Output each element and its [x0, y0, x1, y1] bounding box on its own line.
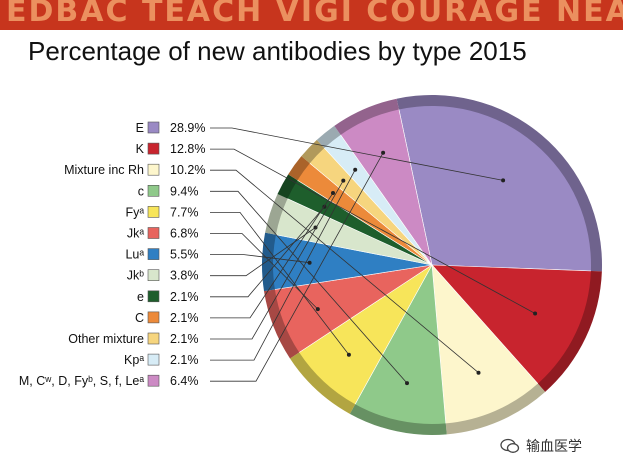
- pie-rim-jk: [264, 289, 300, 359]
- leader-line-jk: [210, 227, 316, 277]
- watermark-text: 输血医学: [526, 439, 582, 455]
- data-label-e: 2.1%: [170, 290, 199, 304]
- data-label-other-mixture: 2.1%: [170, 332, 199, 346]
- leader-dot-k: [533, 311, 538, 316]
- pie-rim-m-c-d-fy-s-f-le: [334, 98, 399, 135]
- leader-dot-lu: [307, 260, 312, 265]
- banner-text: EDBAC TEACH VIGI COURAGE NEA: [6, 0, 623, 29]
- data-label-c: 2.1%: [170, 311, 199, 325]
- legend-swatch-other-mixture: [147, 332, 160, 345]
- legend-swatch-lu: [147, 248, 160, 260]
- leader-lines: [210, 127, 538, 386]
- data-label-k: 12.8%: [170, 142, 205, 156]
- legend-swatch-c: [147, 311, 160, 324]
- leader-dot-e: [501, 178, 506, 183]
- data-label-kp: 2.1%: [170, 353, 199, 367]
- leader-line-other-mixture: [210, 180, 344, 340]
- pie-rim-fy: [290, 352, 356, 414]
- data-label-e: 28.9%: [170, 121, 205, 135]
- leader-line-fy: [210, 211, 350, 356]
- legend-swatch-kp: [147, 353, 160, 366]
- leader-line-e: [210, 206, 325, 298]
- pie-rim-e: [277, 174, 298, 199]
- pie-rim-kp: [316, 125, 341, 149]
- legend-label-e: E: [136, 121, 144, 135]
- legend-label-c: c: [138, 184, 144, 198]
- pie-rim-other-mixture: [301, 139, 325, 164]
- legend-swatch-fy: [147, 206, 160, 218]
- leader-dot-jk: [315, 307, 320, 312]
- legend-swatch-jk: [147, 269, 160, 282]
- leader-line-k: [210, 148, 536, 314]
- pie-rims: [261, 94, 602, 436]
- pie-rim-k: [537, 270, 602, 392]
- data-label-c: 9.4%: [170, 184, 199, 198]
- pie-rim-jk: [265, 194, 288, 235]
- leader-dot-c: [331, 191, 335, 195]
- legend-label-k: K: [136, 142, 145, 156]
- data-label-jk: 6.8%: [170, 227, 199, 241]
- page-title: Percentage of new antibodies by type 201…: [28, 36, 527, 66]
- legend-label-m-c-d-fy-s-f-le: M, Cʷ, D, Fyᵇ, S, f, Leᵃ: [19, 374, 144, 388]
- leader-line-m-c-d-fy-s-f-le: [210, 152, 384, 382]
- legend-label-jk: Jkᵃ: [127, 227, 145, 241]
- leader-line-c: [210, 192, 334, 319]
- legend-swatch-k: [147, 142, 160, 155]
- wechat-icon: [500, 438, 520, 453]
- pie-rim-mixture-inc-rh: [445, 383, 546, 435]
- leader-line-lu: [210, 254, 310, 264]
- leader-line-e: [210, 127, 504, 181]
- leader-dot-kp: [353, 167, 358, 172]
- legend-label-e: e: [137, 290, 144, 304]
- data-label-m-c-d-fy-s-f-le: 6.4%: [170, 374, 199, 388]
- legend-label-lu: Luᵃ: [125, 248, 144, 262]
- leader-dot-m-c-d-fy-s-f-le: [381, 150, 386, 155]
- legend-swatch-e: [147, 121, 160, 134]
- data-label-lu: 5.5%: [170, 248, 199, 262]
- leader-line-c: [210, 190, 408, 384]
- leader-line-jk: [210, 233, 319, 310]
- decorative-banner: EDBAC TEACH VIGI COURAGE NEA: [0, 0, 623, 30]
- legend: E 28.9% K 12.8% Mixture inc Rh 10.2% c 9.4% Fyᵃ 7…: [19, 121, 206, 388]
- leader-dot-mixture-inc-rh: [476, 370, 481, 375]
- data-label-fy: 7.7%: [170, 205, 199, 219]
- legend-label-c: C: [135, 311, 144, 325]
- legend-swatch-mixture-inc-rh: [147, 163, 160, 176]
- legend-swatch-c: [147, 185, 160, 197]
- legend-label-jk: Jkᵇ: [127, 269, 145, 283]
- watermark: 输血医学: [500, 436, 582, 456]
- legend-swatch-e: [147, 290, 160, 303]
- leader-line-mixture-inc-rh: [210, 169, 479, 374]
- legend-label-fy: Fyᵃ: [125, 205, 144, 219]
- legend-swatch-m-c-d-fy-s-f-le: [147, 374, 160, 387]
- legend-label-mixture-inc-rh: Mixture inc Rh: [64, 163, 144, 177]
- pie-rim-c: [349, 404, 447, 436]
- leader-dot-fy: [346, 352, 351, 357]
- data-label-mixture-inc-rh: 10.2%: [170, 163, 205, 177]
- leader-dot-other-mixture: [341, 178, 346, 183]
- legend-label-other-mixture: Other mixture: [68, 332, 144, 346]
- leader-dot-c: [405, 381, 409, 386]
- legend-label-kp: Kpᵃ: [124, 353, 144, 367]
- data-label-jk: 3.8%: [170, 269, 199, 283]
- pie-rim-c: [288, 156, 310, 181]
- legend-swatch-jk: [147, 227, 160, 239]
- leader-line-kp: [210, 169, 356, 361]
